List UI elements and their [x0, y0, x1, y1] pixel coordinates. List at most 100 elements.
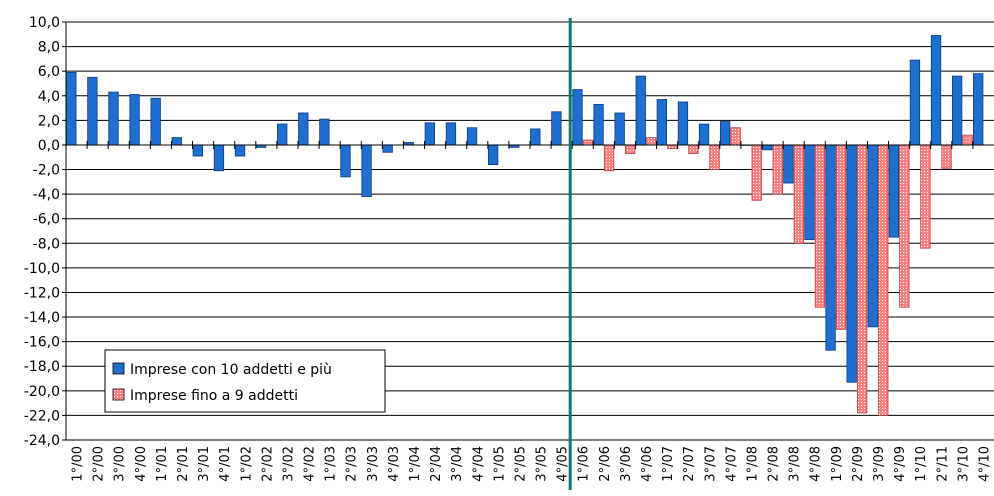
bar: [572, 89, 583, 146]
y-tick-label: -14,0: [24, 310, 60, 326]
bar: [593, 103, 604, 146]
x-tick-label: 3°/03: [366, 446, 381, 482]
bar: [909, 59, 921, 146]
legend-label: Imprese fino a 9 addetti: [130, 388, 298, 404]
x-tick-label: 3°/02: [281, 446, 296, 482]
bar: [582, 139, 594, 146]
y-tick-label: -8,0: [33, 236, 60, 252]
bar: [625, 144, 636, 154]
x-tick-label: 1°/02: [239, 446, 254, 482]
bar: [730, 127, 741, 146]
bar: [783, 144, 794, 184]
bar: [656, 99, 667, 146]
x-tick-label: 1°/09: [830, 446, 845, 482]
bar: [709, 144, 720, 170]
y-tick-label: 8,0: [38, 40, 60, 56]
x-tick-label: 4°/08: [809, 446, 824, 482]
y-tick-label: 4,0: [38, 89, 60, 105]
legend-swatch: [112, 362, 125, 375]
bar: [213, 144, 225, 172]
bar: [66, 72, 77, 146]
y-tick-label: 6,0: [38, 64, 60, 80]
bar: [487, 144, 499, 166]
bar: [667, 144, 678, 150]
x-tick-label: 1°/08: [745, 446, 760, 482]
bar: [973, 73, 984, 146]
bar: [857, 144, 868, 414]
bar: [951, 75, 963, 146]
bar: [825, 144, 836, 351]
x-tick-label: 4°/10: [977, 446, 992, 482]
bar: [804, 144, 815, 241]
x-tick-label: 4°/06: [640, 446, 655, 482]
y-tick-label: 0,0: [38, 138, 60, 154]
bar: [603, 144, 615, 172]
x-tick-label: 3°/04: [450, 446, 465, 482]
bar: [920, 144, 931, 249]
bar: [646, 137, 657, 146]
y-tick-label: -20,0: [24, 384, 60, 400]
x-tick-label: 1°/03: [324, 446, 339, 482]
x-tick-label: 2°/02: [260, 446, 275, 482]
x-tick-label: 4°/07: [724, 446, 739, 482]
bar: [762, 144, 773, 151]
x-tick-label: 3°/00: [113, 446, 128, 482]
x-tick-label: 4°/05: [556, 446, 571, 482]
x-tick-label: 2°/09: [851, 446, 866, 482]
bar: [941, 144, 952, 169]
x-tick-label: 2°/07: [682, 446, 697, 482]
bar: [234, 144, 246, 157]
bar: [751, 144, 762, 201]
bar: [677, 101, 689, 146]
legend: Imprese con 10 addetti e più Imprese fino…: [104, 349, 386, 413]
x-tick-label: 3°/01: [197, 446, 212, 482]
bar: [192, 144, 203, 157]
y-tick-label: 10,0: [29, 15, 60, 31]
x-tick-label: 4°/09: [893, 446, 908, 482]
x-tick-label: 3°/10: [956, 446, 971, 482]
x-tick-label: 1°/06: [577, 446, 592, 482]
bar: [930, 35, 942, 146]
legend-box: [104, 349, 386, 413]
x-tick-label: 3°/09: [872, 446, 887, 482]
x-tick-label: 1°/00: [71, 446, 86, 482]
x-tick-label: 4°/02: [303, 446, 318, 482]
x-tick-label: 4°/01: [218, 446, 233, 482]
y-tick-label: -2,0: [33, 163, 60, 179]
bar: [899, 144, 910, 308]
bar: [878, 144, 889, 416]
x-tick-label: 2°/05: [513, 446, 528, 482]
bar: [846, 144, 857, 383]
y-tick-label: -18,0: [24, 359, 60, 375]
bar: [319, 118, 330, 146]
bar: [129, 94, 140, 146]
legend-swatch: [112, 388, 125, 401]
bar: [719, 121, 731, 146]
x-tick-label: 1°/05: [492, 446, 507, 482]
bar: [340, 144, 351, 178]
bar: [867, 144, 878, 328]
bar: [298, 112, 309, 146]
bar: [688, 144, 699, 154]
y-tick-label: -4,0: [33, 187, 60, 203]
x-tick-label: 3°/05: [535, 446, 550, 482]
x-tick-label: 2°/06: [598, 446, 613, 482]
bar: [793, 144, 805, 244]
x-tick-label: 2°/08: [767, 446, 782, 482]
x-tick-label: 2°/00: [92, 446, 107, 482]
bar: [150, 97, 161, 146]
bar: [466, 127, 478, 146]
x-tick-label: 1°/04: [408, 446, 423, 482]
x-tick-label: 2°/03: [345, 446, 360, 482]
y-tick-label: -24,0: [24, 433, 60, 449]
x-tick-label: 3°/08: [788, 446, 803, 482]
x-tick-label: 2°/01: [176, 446, 191, 482]
bar: [614, 112, 625, 146]
bar: [551, 111, 562, 146]
bar: [424, 122, 435, 146]
bar: [698, 123, 710, 146]
bar: [171, 137, 182, 146]
bar: [361, 144, 372, 197]
x-tick-label: 4°/04: [471, 446, 486, 482]
